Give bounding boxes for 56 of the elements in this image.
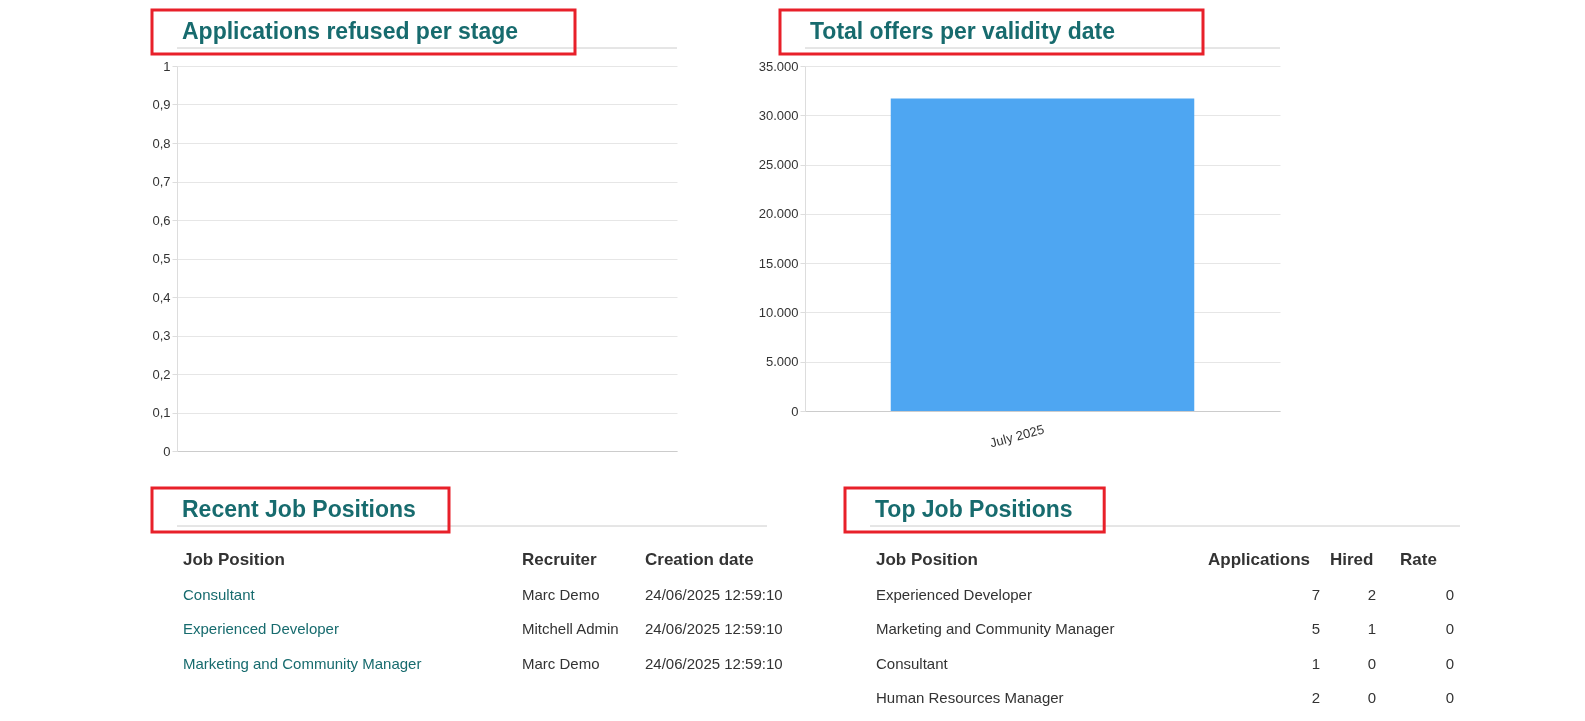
text: 24/06/2025 12:59:10 xyxy=(645,585,783,603)
text: 0 xyxy=(1445,689,1454,706)
text: Mitchell Admin xyxy=(522,620,619,637)
text: Top Job Positions xyxy=(875,496,1073,522)
text: Marc Demo xyxy=(522,654,600,672)
text: Human Resources Manager xyxy=(876,689,1064,706)
text: Marc Demo xyxy=(522,585,600,603)
y-tick-label: 0,8 xyxy=(152,135,171,151)
text: 1 xyxy=(1367,620,1376,637)
text: 2 xyxy=(1311,689,1320,706)
y-tick-label: 0,1 xyxy=(152,405,171,420)
y-tick-label: 15.000 xyxy=(758,255,799,271)
y-tick-label: 25.000 xyxy=(758,157,799,173)
text: 24/06/2025 12:59:10 xyxy=(645,654,783,672)
text: 5 xyxy=(1311,620,1320,637)
text: Job Position xyxy=(183,550,285,569)
text: 1 xyxy=(1311,654,1320,672)
text: Recruiter xyxy=(522,550,598,569)
text: 0 xyxy=(1445,585,1454,603)
text: Marketing and Community Manager xyxy=(876,620,1115,637)
y-tick-label: 0,4 xyxy=(152,289,171,305)
y-tick-label: 0,7 xyxy=(152,174,171,189)
text: Consultant xyxy=(876,654,949,672)
y-tick-label: 35.000 xyxy=(758,58,799,74)
y-tick-label: 0,9 xyxy=(152,97,171,112)
text: Job Position xyxy=(876,550,978,569)
y-tick-label: 0,3 xyxy=(152,328,171,343)
y-tick-label: 0,5 xyxy=(152,251,171,266)
text: 0 xyxy=(1367,654,1376,672)
y-tick-label: 0 xyxy=(791,403,799,419)
text: 0 xyxy=(1367,689,1376,706)
text: 7 xyxy=(1311,585,1320,603)
y-tick-label: 0,2 xyxy=(152,366,171,382)
text: 0 xyxy=(1445,654,1454,672)
text: Creation date xyxy=(645,550,754,569)
chart-title: Applications refused per stage xyxy=(182,18,519,44)
y-tick-label: 30.000 xyxy=(758,107,799,123)
x-tick-label: July 2025 xyxy=(988,421,1046,451)
text: Applications xyxy=(1208,550,1311,569)
y-tick-label: 20.000 xyxy=(758,206,799,222)
text: Experienced Developer xyxy=(876,585,1032,603)
y-tick-label: 0 xyxy=(163,443,171,459)
text: 24/06/2025 12:59:10 xyxy=(645,620,783,637)
chart-title: Total offers per validity date xyxy=(810,18,1116,44)
text: 0 xyxy=(1445,620,1454,637)
y-tick-label: 0,6 xyxy=(152,212,171,228)
y-tick-label: 10.000 xyxy=(758,304,799,320)
text: Consultant xyxy=(183,585,256,603)
y-tick-label: 1 xyxy=(163,58,171,74)
y-tick-label: 5.000 xyxy=(765,354,799,370)
text: Hired xyxy=(1330,550,1374,569)
text: Experienced Developer xyxy=(183,620,339,637)
text: Marketing and Community Manager xyxy=(183,654,422,672)
text: Recent Job Positions xyxy=(182,496,416,522)
text: 2 xyxy=(1367,585,1376,603)
text: Rate xyxy=(1400,550,1437,569)
